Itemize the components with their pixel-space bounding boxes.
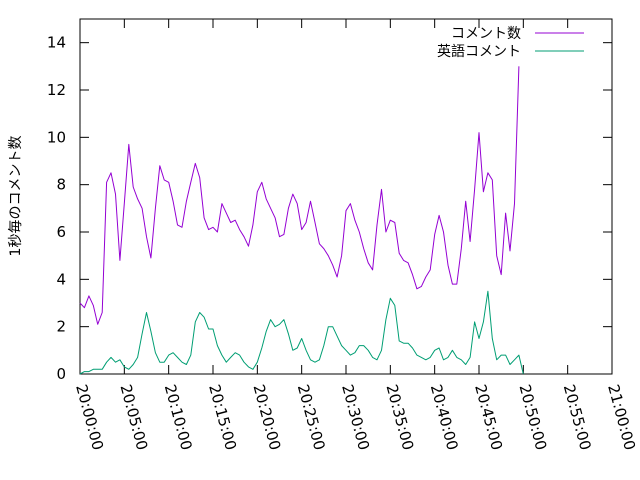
y-tick-label: 10: [47, 128, 66, 146]
y-tick-label: 0: [56, 365, 66, 383]
y-tick-label: 8: [56, 176, 66, 194]
x-tick-label: 20:30:00: [338, 382, 373, 452]
x-tick-label: 20:20:00: [249, 382, 284, 452]
x-tick-label: 20:45:00: [471, 382, 506, 452]
series-layer: [79, 66, 524, 375]
x-tick-label: 20:00:00: [72, 382, 107, 452]
y-tick-label: 2: [56, 318, 66, 336]
x-tick-label: 20:55:00: [560, 382, 595, 452]
x-tick-label: 20:25:00: [294, 382, 329, 452]
x-tick-label: 21:00:00: [604, 382, 639, 452]
x-tick-label: 20:40:00: [427, 382, 462, 452]
x-axis: 20:00:00 20:05:00 20:10:00 20:15:00 20:20:00…: [72, 19, 639, 452]
y-tick-label: 14: [47, 34, 66, 52]
series-line-1: [79, 66, 520, 325]
y-axis-title: 1秒毎のコメント数: [8, 136, 24, 257]
x-tick-label: 20:50:00: [515, 382, 550, 452]
legend-label-1: コメント数: [451, 26, 521, 42]
y-tick-label: 12: [47, 81, 66, 99]
x-tick-label: 20:10:00: [161, 382, 196, 452]
x-tick-label: 20:05:00: [116, 382, 151, 452]
y-axis: 0 2 4 6 8 10 12 14: [47, 34, 612, 383]
y-tick-label: 4: [56, 270, 66, 288]
x-tick-label: 20:15:00: [205, 382, 240, 452]
y-tick-label: 6: [56, 223, 66, 241]
series-line-2: [79, 290, 524, 375]
legend-label-2: 英語コメント: [437, 43, 521, 60]
plot-frame: [79, 18, 613, 375]
x-tick-label: 20:35:00: [382, 382, 417, 452]
